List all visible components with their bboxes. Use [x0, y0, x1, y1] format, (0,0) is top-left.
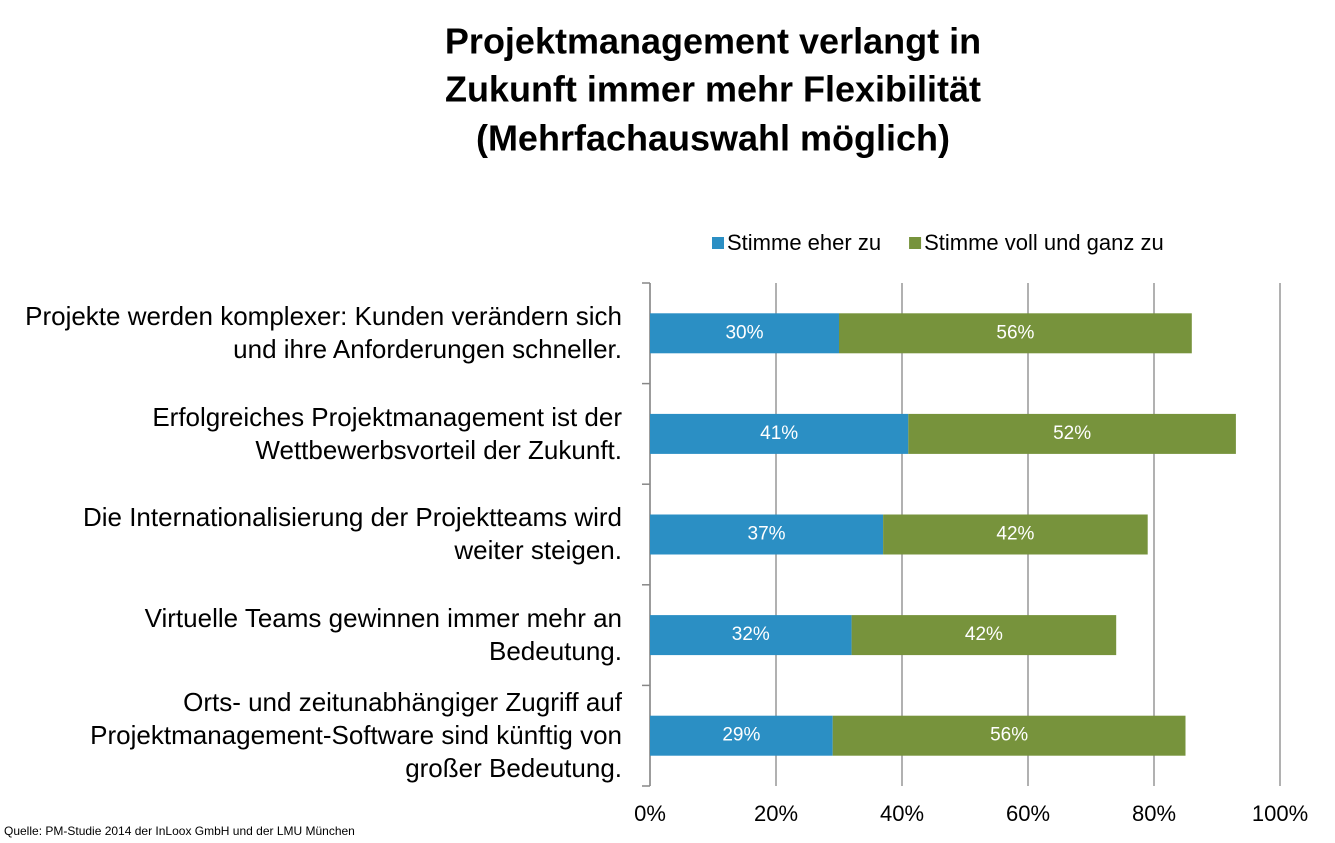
bar-segment	[851, 615, 1117, 656]
y-tick-label: Die Internationalisierung der Projekttea…	[82, 502, 622, 566]
legend-swatch	[909, 237, 922, 249]
data-label: 41%	[760, 423, 798, 444]
x-tick-label: 20%	[754, 801, 798, 826]
category-label-box: Projekte werden komplexer: Kunden veränd…	[0, 283, 622, 384]
category-label-box: Virtuelle Teams gewinnen immer mehr an B…	[0, 585, 622, 686]
bar-segment	[839, 313, 1192, 354]
bar-segment	[908, 413, 1236, 454]
data-label: 32%	[732, 624, 770, 645]
bar-segment	[650, 413, 909, 454]
bar-segment	[883, 514, 1148, 555]
data-label: 37%	[748, 524, 786, 545]
x-tick-label: 0%	[634, 801, 666, 826]
category-label-box: Die Internationalisierung der Projekttea…	[0, 484, 622, 585]
bar-segment	[650, 514, 884, 555]
chart-title: (Mehrfachauswahl möglich)	[476, 118, 950, 159]
data-label: 56%	[996, 322, 1034, 343]
data-label: 52%	[1053, 423, 1091, 444]
chart-title: Zukunft immer mehr Flexibilität	[445, 69, 981, 110]
legend-label: Stimme voll und ganz zu	[924, 230, 1164, 255]
source-note: Quelle: PM-Studie 2014 der InLoox GmbH u…	[4, 824, 355, 838]
bar-segment	[650, 313, 839, 354]
x-tick-label: 100%	[1252, 801, 1308, 826]
y-tick-label: Projekte werden komplexer: Kunden veränd…	[25, 301, 622, 365]
data-label: 42%	[996, 524, 1034, 545]
data-label: 29%	[722, 725, 760, 746]
category-label-box: Orts- und zeitunabhängiger Zugriff auf P…	[0, 685, 622, 786]
y-tick-label: Erfolgreiches Projektmanagement ist der …	[152, 401, 622, 465]
data-label: 30%	[725, 322, 763, 343]
legend-label: Stimme eher zu	[727, 230, 881, 255]
bar-segment	[650, 715, 833, 756]
category-label-box: Erfolgreiches Projektmanagement ist der …	[0, 384, 622, 485]
y-tick-label: Virtuelle Teams gewinnen immer mehr an B…	[144, 603, 622, 667]
x-tick-label: 60%	[1006, 801, 1050, 826]
chart-title: Projektmanagement verlangt in	[445, 21, 981, 62]
x-tick-label: 80%	[1132, 801, 1176, 826]
bar-segment	[650, 615, 852, 656]
x-tick-label: 40%	[880, 801, 924, 826]
y-tick-label: Orts- und zeitunabhängiger Zugriff auf P…	[90, 687, 622, 784]
bar-segment	[832, 715, 1186, 756]
data-label: 42%	[965, 624, 1003, 645]
legend-swatch	[712, 237, 724, 249]
data-label: 56%	[990, 725, 1028, 746]
